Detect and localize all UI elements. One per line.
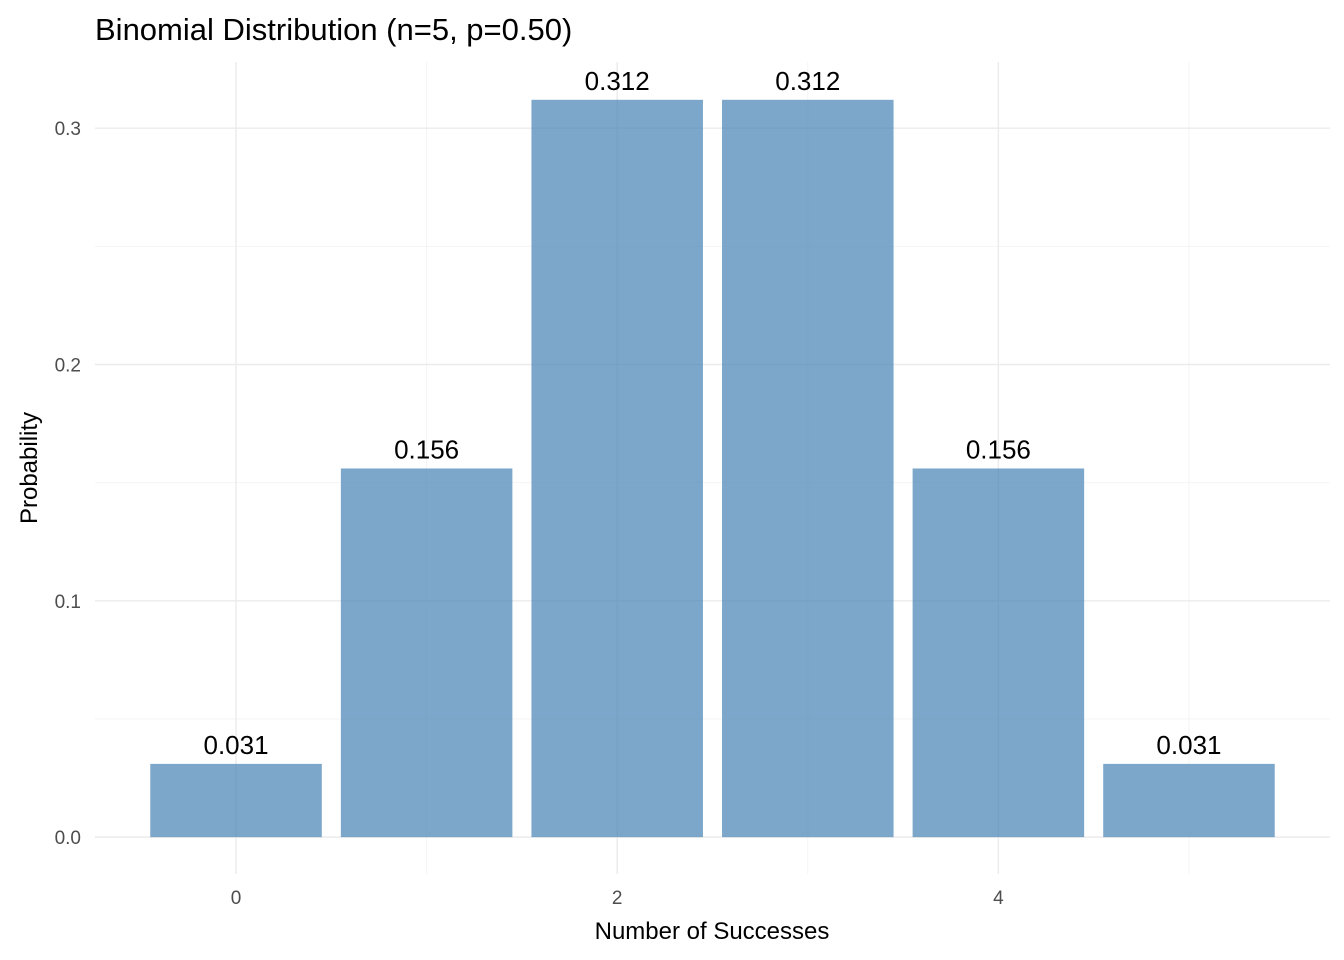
y-tick-label: 0.1 [55,592,81,613]
bar-3 [722,99,894,838]
data-label-3: 0.312 [775,66,840,96]
bar-0 [150,763,322,838]
bar-2 [531,99,703,838]
data-label-layer: 0.031 0.156 0.312 0.312 0.156 0.031 [203,66,1221,760]
bar-layer [150,99,1275,838]
chart-title: Binomial Distribution (n=5, p=0.50) [95,12,572,47]
y-tick-label: 0.0 [55,828,81,849]
data-label-5: 0.031 [1156,730,1221,760]
data-label-4: 0.156 [966,434,1031,464]
x-tick-label: 2 [612,888,623,909]
x-tick-label: 0 [231,888,242,909]
tick-label-layer: 0.0 0.1 0.2 0.3 0 2 4 [55,119,1005,909]
data-label-2: 0.312 [585,66,650,96]
y-tick-label: 0.2 [55,355,81,376]
data-label-1: 0.156 [394,434,459,464]
y-tick-label: 0.3 [55,119,81,140]
grid-layer [95,62,1330,874]
bar-1 [340,468,513,838]
bar-4 [912,468,1085,838]
bar-5 [1103,763,1275,838]
x-tick-label: 4 [993,888,1004,909]
y-axis-title: Probability [16,412,43,524]
data-label-0: 0.031 [203,730,268,760]
x-axis-title: Number of Successes [595,918,830,945]
